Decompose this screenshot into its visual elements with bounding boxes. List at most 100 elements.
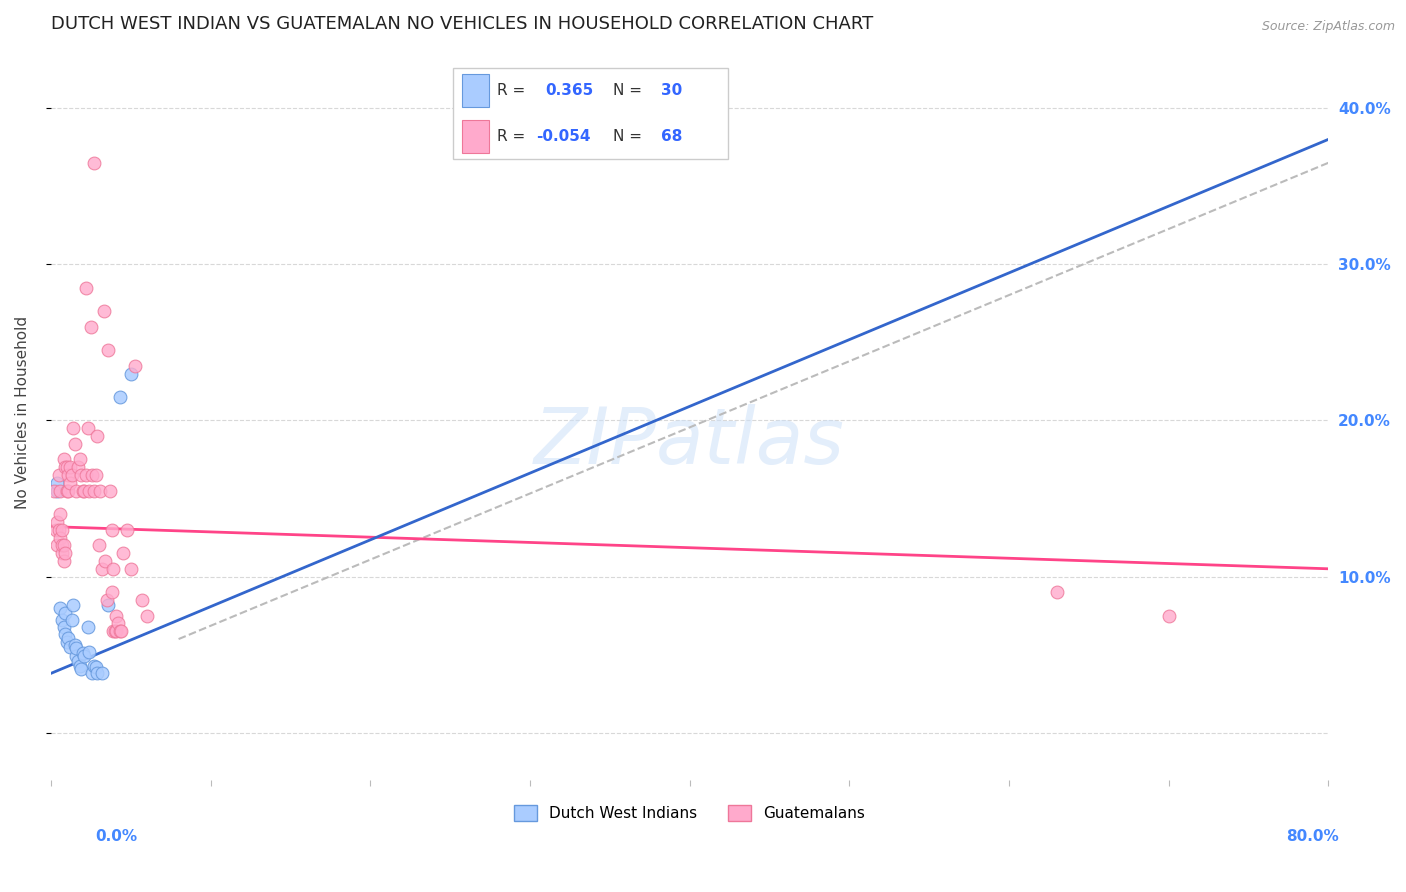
Point <box>105 624 128 639</box>
Point <box>89 483 111 498</box>
Point <box>73 483 96 498</box>
Point <box>76 619 98 633</box>
Point <box>46 538 69 552</box>
Point <box>42 483 65 498</box>
Point <box>100 523 122 537</box>
Point <box>56 483 79 498</box>
Point <box>60 468 83 483</box>
Point <box>51 523 73 537</box>
Point <box>46 515 69 529</box>
Point <box>56 460 79 475</box>
Point <box>105 608 128 623</box>
Point <box>104 624 127 639</box>
Point <box>120 562 142 576</box>
Legend: Dutch West Indians, Guatemalans: Dutch West Indians, Guatemalans <box>508 799 872 827</box>
Point <box>59 475 82 490</box>
Text: DUTCH WEST INDIAN VS GUATEMALAN NO VEHICLES IN HOUSEHOLD CORRELATION CHART: DUTCH WEST INDIAN VS GUATEMALAN NO VEHIC… <box>51 15 873 33</box>
Point <box>72 646 94 660</box>
Point <box>77 483 100 498</box>
Point <box>65 649 87 664</box>
Point <box>100 585 122 599</box>
Point <box>98 483 121 498</box>
Point <box>86 666 108 681</box>
Point <box>1157 608 1180 623</box>
Point <box>53 606 76 620</box>
Point <box>84 660 107 674</box>
Point <box>108 624 131 639</box>
Point <box>93 304 115 318</box>
Y-axis label: No Vehicles in Household: No Vehicles in Household <box>15 316 30 509</box>
Point <box>124 359 146 373</box>
Text: ZIPatlas: ZIPatlas <box>534 404 845 480</box>
Point <box>1046 585 1069 599</box>
Point <box>51 538 73 552</box>
Point <box>101 562 124 576</box>
Point <box>56 635 79 649</box>
Point <box>120 367 142 381</box>
Point <box>80 319 103 334</box>
Point <box>97 343 120 358</box>
Point <box>45 523 67 537</box>
Point <box>58 468 80 483</box>
Point <box>66 654 89 668</box>
Point <box>48 523 70 537</box>
Point <box>111 546 134 560</box>
Point <box>49 531 72 545</box>
Point <box>69 452 91 467</box>
Point <box>108 390 131 404</box>
Point <box>117 523 139 537</box>
Point <box>52 538 75 552</box>
Point <box>77 644 100 658</box>
Point <box>52 452 75 467</box>
Point <box>65 483 87 498</box>
Point <box>65 641 87 656</box>
Text: 80.0%: 80.0% <box>1285 830 1339 844</box>
Point <box>76 421 98 435</box>
Point <box>53 546 76 560</box>
Point <box>101 624 124 639</box>
Text: 0.0%: 0.0% <box>96 830 138 844</box>
Point <box>62 421 84 435</box>
Point <box>59 640 82 654</box>
Point <box>110 624 132 639</box>
Point <box>46 483 69 498</box>
Point <box>49 483 72 498</box>
Point <box>97 598 120 612</box>
Point <box>62 598 84 612</box>
Point <box>73 649 96 664</box>
Point <box>82 468 104 483</box>
Point <box>75 281 97 295</box>
Point <box>59 460 82 475</box>
Point <box>49 507 72 521</box>
Point <box>63 638 86 652</box>
Point <box>52 554 75 568</box>
Point <box>83 658 105 673</box>
Point <box>84 468 107 483</box>
Point <box>66 460 89 475</box>
Point <box>70 662 93 676</box>
Point <box>87 538 110 552</box>
Point <box>52 619 75 633</box>
Point <box>94 554 117 568</box>
Point <box>69 658 91 673</box>
Text: Source: ZipAtlas.com: Source: ZipAtlas.com <box>1261 20 1395 33</box>
Point <box>49 600 72 615</box>
Point <box>75 468 97 483</box>
Point <box>72 483 94 498</box>
Point <box>70 468 93 483</box>
Point <box>58 483 80 498</box>
Point <box>131 593 153 607</box>
Point <box>60 613 83 627</box>
Point <box>63 437 86 451</box>
Point <box>82 666 104 681</box>
Point <box>83 483 105 498</box>
Point <box>51 613 73 627</box>
Point <box>91 562 114 576</box>
Point <box>48 468 70 483</box>
Point <box>91 666 114 681</box>
Point <box>53 460 76 475</box>
Point <box>96 593 118 607</box>
Point <box>107 616 129 631</box>
Point <box>135 608 157 623</box>
Point <box>46 475 69 490</box>
